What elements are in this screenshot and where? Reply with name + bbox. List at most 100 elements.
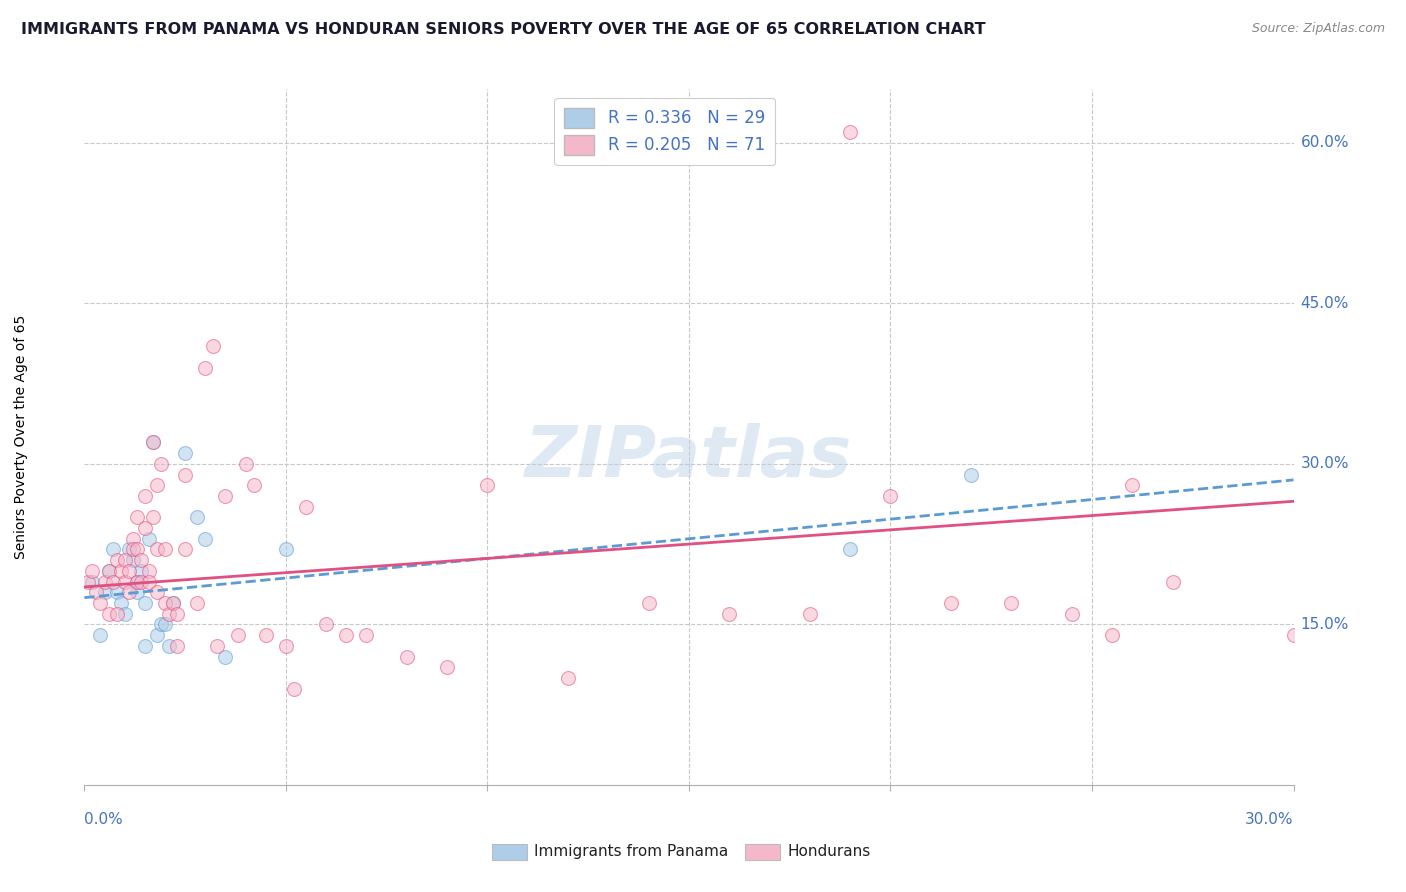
Point <box>118 585 141 599</box>
Point <box>149 617 172 632</box>
Point <box>142 435 165 450</box>
Point <box>110 564 132 578</box>
Point <box>207 639 229 653</box>
Point <box>839 542 862 557</box>
Point <box>242 478 264 492</box>
Point <box>194 360 217 375</box>
Point <box>125 542 148 557</box>
Point <box>146 628 169 642</box>
Point <box>118 564 141 578</box>
Point <box>157 639 180 653</box>
Point <box>86 585 108 599</box>
Point <box>149 457 172 471</box>
Point <box>174 446 197 460</box>
Text: 45.0%: 45.0% <box>1301 296 1348 310</box>
Point <box>142 435 165 450</box>
Point <box>283 681 305 696</box>
Text: Source: ZipAtlas.com: Source: ZipAtlas.com <box>1251 22 1385 36</box>
Point <box>186 596 208 610</box>
Point <box>1101 628 1123 642</box>
Point <box>436 660 458 674</box>
Point <box>477 478 499 492</box>
Point <box>274 639 297 653</box>
Text: ZIPatlas: ZIPatlas <box>526 424 852 492</box>
Point <box>82 574 104 589</box>
Point <box>1121 478 1143 492</box>
Text: 60.0%: 60.0% <box>1301 136 1348 150</box>
Point <box>134 489 156 503</box>
Point <box>162 596 184 610</box>
Text: 15.0%: 15.0% <box>1301 617 1348 632</box>
Text: 30.0%: 30.0% <box>1246 812 1294 827</box>
Point <box>557 671 579 685</box>
Point <box>125 574 148 589</box>
Point <box>254 628 277 642</box>
Point <box>134 639 156 653</box>
Point <box>939 596 962 610</box>
Point <box>162 596 184 610</box>
Point <box>93 574 115 589</box>
Point <box>134 596 156 610</box>
Point <box>395 649 418 664</box>
Point <box>1000 596 1022 610</box>
Point <box>97 564 120 578</box>
Point <box>129 574 152 589</box>
Text: Hondurans: Hondurans <box>787 845 870 859</box>
Point <box>121 542 143 557</box>
Point <box>166 607 188 621</box>
Point <box>114 574 136 589</box>
Point <box>110 596 132 610</box>
Point <box>105 553 128 567</box>
Point <box>105 607 128 621</box>
Legend: R = 0.336   N = 29, R = 0.205   N = 71: R = 0.336 N = 29, R = 0.205 N = 71 <box>554 97 775 165</box>
Point <box>142 510 165 524</box>
Point <box>89 628 111 642</box>
Point <box>194 532 217 546</box>
Point <box>174 542 197 557</box>
Point <box>356 628 378 642</box>
Point <box>1060 607 1083 621</box>
Text: 0.0%: 0.0% <box>84 812 124 827</box>
Point <box>101 574 124 589</box>
Point <box>186 510 208 524</box>
Point <box>153 596 176 610</box>
Point <box>125 585 148 599</box>
Point <box>226 628 249 642</box>
Point <box>295 500 318 514</box>
Point <box>718 607 741 621</box>
Point <box>97 564 120 578</box>
Point <box>166 639 188 653</box>
Point <box>214 489 236 503</box>
Point <box>77 574 100 589</box>
Point <box>121 553 143 567</box>
Point <box>146 585 169 599</box>
Point <box>174 467 197 482</box>
Point <box>335 628 357 642</box>
Point <box>138 574 160 589</box>
Point <box>274 542 297 557</box>
Point <box>637 596 659 610</box>
Point <box>97 607 120 621</box>
Point <box>121 532 143 546</box>
Point <box>82 564 104 578</box>
Point <box>129 564 152 578</box>
Point <box>138 532 160 546</box>
Text: IMMIGRANTS FROM PANAMA VS HONDURAN SENIORS POVERTY OVER THE AGE OF 65 CORRELATIO: IMMIGRANTS FROM PANAMA VS HONDURAN SENIO… <box>21 22 986 37</box>
Point <box>138 564 160 578</box>
Point <box>105 585 128 599</box>
Point <box>101 542 124 557</box>
Point <box>214 649 236 664</box>
Point <box>134 521 156 535</box>
Point <box>125 574 148 589</box>
Point <box>129 553 152 567</box>
Point <box>89 596 111 610</box>
Point <box>114 607 136 621</box>
Point <box>235 457 257 471</box>
Point <box>125 510 148 524</box>
Point <box>202 339 225 353</box>
Point <box>157 607 180 621</box>
Point <box>118 542 141 557</box>
Point <box>799 607 821 621</box>
Point <box>93 585 115 599</box>
Text: 30.0%: 30.0% <box>1301 457 1348 471</box>
